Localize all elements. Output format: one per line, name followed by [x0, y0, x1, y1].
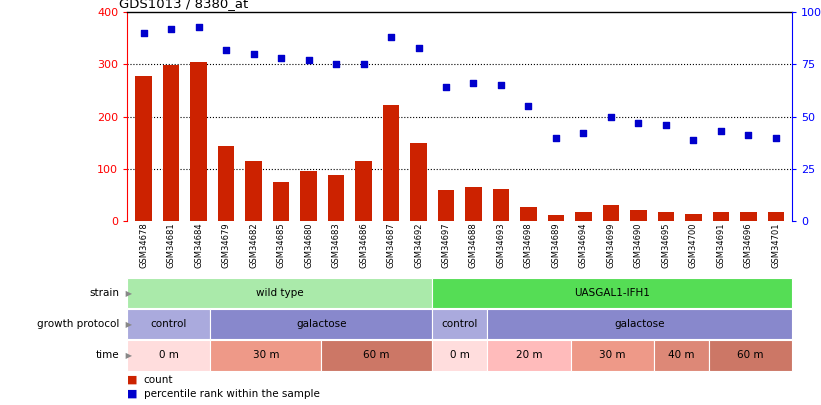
- Text: 0 m: 0 m: [450, 350, 470, 360]
- Point: [274, 55, 287, 62]
- Bar: [740, 212, 756, 221]
- Point: [659, 122, 672, 128]
- Text: growth protocol: growth protocol: [37, 319, 119, 329]
- Point: [192, 23, 205, 30]
- Point: [604, 113, 617, 120]
- Bar: [654, 340, 709, 371]
- Point: [522, 103, 535, 109]
- Text: count: count: [144, 375, 173, 385]
- Point: [741, 132, 754, 139]
- Bar: [685, 214, 702, 221]
- Bar: [521, 207, 537, 221]
- Text: galactose: galactose: [615, 319, 665, 329]
- Point: [577, 130, 590, 136]
- Point: [467, 80, 480, 86]
- Bar: [163, 66, 180, 221]
- Bar: [603, 205, 619, 221]
- Text: strain: strain: [89, 288, 119, 298]
- Text: 30 m: 30 m: [253, 350, 279, 360]
- Bar: [493, 189, 509, 221]
- Bar: [321, 340, 432, 371]
- Text: ■: ■: [127, 375, 138, 385]
- Point: [302, 57, 315, 64]
- Point: [384, 34, 397, 40]
- Point: [687, 136, 700, 143]
- Bar: [245, 161, 262, 221]
- Bar: [300, 171, 317, 221]
- Bar: [127, 340, 210, 371]
- Bar: [432, 340, 488, 371]
- Bar: [488, 340, 571, 371]
- Bar: [218, 146, 235, 221]
- Bar: [127, 278, 432, 308]
- Text: control: control: [442, 319, 478, 329]
- Bar: [548, 215, 564, 221]
- Bar: [488, 309, 792, 339]
- Text: time: time: [95, 350, 119, 360]
- Bar: [576, 212, 592, 221]
- Bar: [709, 340, 792, 371]
- Bar: [355, 161, 372, 221]
- Point: [549, 134, 562, 141]
- Text: ■: ■: [127, 389, 138, 399]
- Bar: [658, 212, 674, 221]
- Bar: [713, 212, 729, 221]
- Text: UASGAL1-IFH1: UASGAL1-IFH1: [574, 288, 650, 298]
- Text: galactose: galactose: [296, 319, 346, 329]
- Point: [219, 47, 232, 53]
- Text: wild type: wild type: [256, 288, 304, 298]
- Bar: [328, 175, 344, 221]
- Point: [494, 82, 507, 89]
- Point: [329, 61, 342, 68]
- Point: [137, 30, 150, 36]
- Bar: [432, 278, 792, 308]
- Text: GDS1013 / 8380_at: GDS1013 / 8380_at: [119, 0, 248, 10]
- Text: ▶: ▶: [123, 320, 132, 329]
- Text: control: control: [150, 319, 187, 329]
- Bar: [273, 182, 289, 221]
- Text: 40 m: 40 m: [668, 350, 695, 360]
- Point: [632, 119, 645, 126]
- Bar: [631, 210, 647, 221]
- Text: ▶: ▶: [123, 351, 132, 360]
- Point: [412, 45, 425, 51]
- Bar: [438, 190, 454, 221]
- Text: percentile rank within the sample: percentile rank within the sample: [144, 389, 319, 399]
- Text: 30 m: 30 m: [599, 350, 626, 360]
- Text: 0 m: 0 m: [159, 350, 179, 360]
- Bar: [466, 187, 482, 221]
- Bar: [190, 62, 207, 221]
- Bar: [135, 76, 152, 221]
- Point: [165, 26, 178, 32]
- Text: 60 m: 60 m: [364, 350, 390, 360]
- Text: 60 m: 60 m: [737, 350, 764, 360]
- Bar: [210, 340, 321, 371]
- Bar: [210, 309, 432, 339]
- Bar: [571, 340, 654, 371]
- Bar: [432, 309, 488, 339]
- Point: [769, 134, 782, 141]
- Point: [439, 84, 452, 91]
- Bar: [410, 143, 427, 221]
- Bar: [768, 212, 784, 221]
- Point: [247, 51, 260, 57]
- Text: ▶: ▶: [123, 288, 132, 298]
- Bar: [383, 105, 399, 221]
- Bar: [127, 309, 210, 339]
- Text: 20 m: 20 m: [516, 350, 543, 360]
- Point: [714, 128, 727, 134]
- Point: [357, 61, 370, 68]
